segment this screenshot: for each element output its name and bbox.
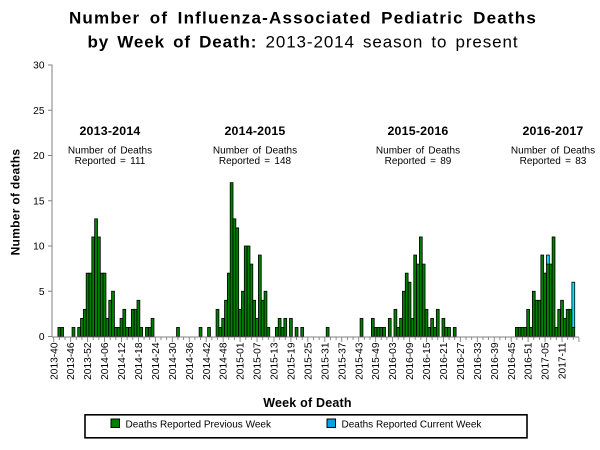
svg-text:2015-49: 2015-49 bbox=[371, 342, 382, 380]
svg-text:Number of Influenza-Associated: Number of Influenza-Associated Pediatric… bbox=[69, 9, 537, 28]
svg-text:Number of Deaths: Number of Deaths bbox=[376, 146, 460, 157]
svg-text:30: 30 bbox=[33, 61, 45, 72]
svg-text:25: 25 bbox=[33, 106, 45, 117]
svg-text:2014-42: 2014-42 bbox=[202, 342, 213, 380]
svg-text:2014-18: 2014-18 bbox=[134, 342, 145, 380]
svg-text:2015-13: 2015-13 bbox=[270, 342, 281, 380]
svg-text:2014-48: 2014-48 bbox=[219, 342, 230, 380]
svg-text:2014-12: 2014-12 bbox=[117, 342, 128, 380]
svg-text:5: 5 bbox=[39, 287, 45, 298]
svg-text:2013-2014: 2013-2014 bbox=[79, 124, 140, 138]
svg-text:10: 10 bbox=[33, 242, 45, 253]
svg-text:by Week of Death: 2013-2014 se: by Week of Death: 2013-2014 season to pr… bbox=[88, 33, 519, 52]
svg-text:Deaths Reported Current Week: Deaths Reported Current Week bbox=[342, 420, 483, 431]
svg-text:Reported = 148: Reported = 148 bbox=[219, 156, 292, 167]
svg-text:2014-06: 2014-06 bbox=[100, 342, 111, 380]
svg-text:Number of Deaths: Number of Deaths bbox=[213, 146, 297, 157]
svg-text:2014-2015: 2014-2015 bbox=[224, 124, 285, 138]
svg-text:2015-07: 2015-07 bbox=[253, 342, 264, 380]
svg-text:2016-2017: 2016-2017 bbox=[522, 124, 583, 138]
svg-text:2015-01: 2015-01 bbox=[236, 342, 247, 380]
svg-text:2016-09: 2016-09 bbox=[405, 342, 416, 380]
svg-text:20: 20 bbox=[33, 151, 45, 162]
svg-text:15: 15 bbox=[33, 196, 45, 207]
svg-text:2016-21: 2016-21 bbox=[439, 342, 450, 380]
svg-text:2017-11: 2017-11 bbox=[558, 342, 569, 379]
svg-text:Number of deaths: Number of deaths bbox=[9, 149, 23, 256]
svg-text:2013-52: 2013-52 bbox=[83, 342, 94, 380]
svg-text:2015-31: 2015-31 bbox=[320, 342, 331, 380]
svg-text:2013-46: 2013-46 bbox=[66, 342, 77, 380]
svg-text:2016-15: 2016-15 bbox=[422, 342, 433, 380]
svg-text:2015-19: 2015-19 bbox=[287, 342, 298, 380]
svg-text:2016-03: 2016-03 bbox=[388, 342, 399, 380]
svg-text:Week of Death: Week of Death bbox=[263, 396, 352, 410]
svg-text:Reported = 83: Reported = 83 bbox=[520, 156, 587, 167]
svg-text:2013-40: 2013-40 bbox=[49, 342, 60, 380]
svg-text:2014-24: 2014-24 bbox=[151, 342, 162, 380]
svg-text:Deaths Reported Previous Week: Deaths Reported Previous Week bbox=[126, 420, 272, 431]
svg-text:2015-43: 2015-43 bbox=[354, 342, 365, 380]
svg-text:Reported = 111: Reported = 111 bbox=[75, 156, 146, 167]
svg-text:2017-05: 2017-05 bbox=[541, 342, 552, 380]
svg-text:2015-2016: 2015-2016 bbox=[387, 124, 448, 138]
svg-text:2016-51: 2016-51 bbox=[524, 342, 535, 380]
svg-text:2016-27: 2016-27 bbox=[456, 342, 467, 380]
svg-text:2016-45: 2016-45 bbox=[507, 342, 518, 380]
svg-text:0: 0 bbox=[39, 332, 45, 343]
svg-text:2015-37: 2015-37 bbox=[337, 342, 348, 380]
svg-text:2014-36: 2014-36 bbox=[185, 342, 196, 380]
svg-text:2014-30: 2014-30 bbox=[168, 342, 179, 380]
svg-text:Reported = 89: Reported = 89 bbox=[385, 156, 452, 167]
svg-text:Number of Deaths: Number of Deaths bbox=[68, 146, 152, 157]
svg-text:2015-25: 2015-25 bbox=[303, 342, 314, 380]
svg-text:Number of Deaths: Number of Deaths bbox=[511, 146, 595, 157]
svg-text:2016-39: 2016-39 bbox=[490, 342, 501, 380]
svg-text:2016-33: 2016-33 bbox=[473, 342, 484, 380]
